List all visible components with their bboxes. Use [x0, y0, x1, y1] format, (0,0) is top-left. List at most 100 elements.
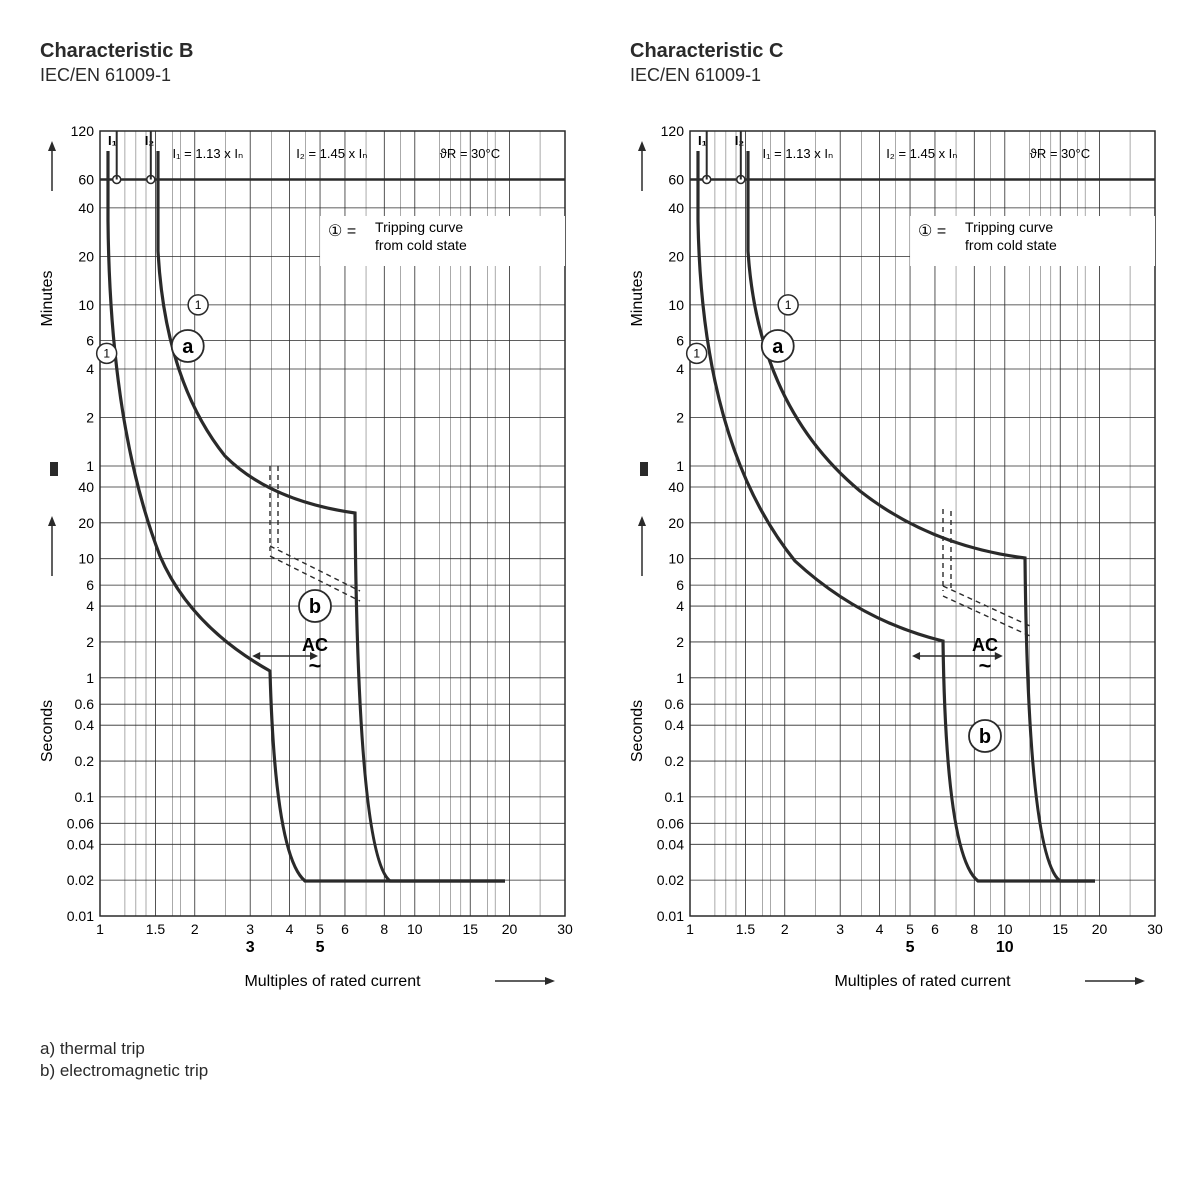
- svg-text:20: 20: [1092, 921, 1108, 937]
- svg-text:1: 1: [676, 458, 684, 474]
- svg-text:1: 1: [103, 346, 110, 360]
- svg-text:0.04: 0.04: [67, 836, 94, 852]
- svg-text:6: 6: [676, 333, 684, 349]
- svg-text:1: 1: [686, 921, 694, 937]
- svg-text:3: 3: [246, 921, 254, 937]
- svg-text:1: 1: [693, 346, 700, 360]
- svg-text:20: 20: [78, 515, 94, 531]
- svg-text:4: 4: [86, 361, 94, 377]
- svg-text:5: 5: [906, 921, 914, 937]
- chart-C: Characteristic C IEC/EN 61009-1 I₁I₂I₁ =…: [630, 40, 1170, 1021]
- svg-text:2: 2: [191, 921, 199, 937]
- note-b: b) electromagnetic trip: [40, 1061, 1160, 1081]
- svg-text:0.1: 0.1: [665, 789, 685, 805]
- svg-text:0.2: 0.2: [75, 753, 95, 769]
- svg-text:0.4: 0.4: [665, 717, 685, 733]
- svg-text:① =: ① =: [918, 223, 946, 240]
- svg-text:0.6: 0.6: [75, 696, 95, 712]
- svg-text:1: 1: [86, 458, 94, 474]
- svg-text:0.2: 0.2: [665, 753, 685, 769]
- svg-text:0.06: 0.06: [657, 815, 684, 831]
- svg-text:10: 10: [668, 551, 684, 567]
- svg-text:Multiples of rated current: Multiples of rated current: [244, 973, 421, 990]
- charts-row: Characteristic B IEC/EN 61009-1 I₁ I₂ I₁ =…: [40, 40, 1160, 1021]
- svg-text:I₂ = 1.45 x Iₙ: I₂ = 1.45 x Iₙ: [886, 146, 957, 161]
- svg-text:AC: AC: [302, 635, 328, 655]
- svg-text:Tripping curve: Tripping curve: [375, 219, 463, 235]
- svg-text:15: 15: [1052, 921, 1068, 937]
- svg-text:4: 4: [286, 921, 294, 937]
- svg-text:10: 10: [668, 297, 684, 313]
- chart-title: Characteristic B: [40, 40, 580, 63]
- svg-text:4: 4: [676, 361, 684, 377]
- svg-text:ϑR = 30°C: ϑR = 30°C: [440, 146, 500, 161]
- svg-text:10: 10: [996, 939, 1014, 956]
- svg-text:a: a: [182, 336, 194, 358]
- svg-text:0.02: 0.02: [657, 872, 684, 888]
- svg-text:Seconds: Seconds: [40, 700, 56, 762]
- note-a: a) thermal trip: [40, 1039, 1160, 1059]
- svg-text:20: 20: [78, 248, 94, 264]
- svg-text:120: 120: [661, 123, 685, 139]
- svg-text:0.1: 0.1: [75, 789, 95, 805]
- chart-subtitle: IEC/EN 61009-1: [630, 65, 1170, 86]
- svg-text:1: 1: [195, 298, 202, 312]
- svg-text:5: 5: [316, 939, 325, 956]
- svg-text:Tripping curve: Tripping curve: [965, 219, 1053, 235]
- svg-text:10: 10: [78, 297, 94, 313]
- svg-text:① =: ① =: [328, 223, 356, 240]
- svg-text:I₂: I₂: [145, 133, 155, 148]
- svg-text:60: 60: [78, 172, 94, 188]
- svg-text:6: 6: [676, 577, 684, 593]
- svg-text:8: 8: [970, 921, 978, 937]
- svg-text:1: 1: [96, 921, 104, 937]
- svg-text:a: a: [772, 336, 784, 358]
- svg-text:4: 4: [876, 921, 884, 937]
- svg-text:from cold state: from cold state: [965, 237, 1057, 253]
- svg-text:10: 10: [997, 921, 1013, 937]
- svg-text:2: 2: [86, 409, 94, 425]
- svg-text:I₁: I₁: [108, 133, 117, 148]
- svg-text:0.02: 0.02: [67, 872, 94, 888]
- svg-text:6: 6: [86, 577, 94, 593]
- svg-text:6: 6: [341, 921, 349, 937]
- svg-text:I₁: I₁: [698, 133, 707, 148]
- svg-text:30: 30: [1147, 921, 1163, 937]
- svg-text:0.04: 0.04: [657, 836, 684, 852]
- svg-text:5: 5: [316, 921, 324, 937]
- svg-text:6: 6: [931, 921, 939, 937]
- svg-text:30: 30: [557, 921, 573, 937]
- svg-text:3: 3: [836, 921, 844, 937]
- svg-text:ϑR = 30°C: ϑR = 30°C: [1030, 146, 1090, 161]
- svg-text:2: 2: [781, 921, 789, 937]
- svg-text:60: 60: [668, 172, 684, 188]
- svg-text:120: 120: [71, 123, 95, 139]
- chart-subtitle: IEC/EN 61009-1: [40, 65, 580, 86]
- svg-text:15: 15: [462, 921, 478, 937]
- svg-text:40: 40: [668, 200, 684, 216]
- svg-text:b: b: [309, 596, 321, 618]
- svg-text:2: 2: [86, 634, 94, 650]
- svg-text:from cold state: from cold state: [375, 237, 467, 253]
- svg-text:Multiples of rated current: Multiples of rated current: [834, 973, 1011, 990]
- svg-text:1.5: 1.5: [146, 921, 166, 937]
- svg-text:AC: AC: [972, 635, 998, 655]
- svg-text:2: 2: [676, 409, 684, 425]
- svg-text:40: 40: [78, 479, 94, 495]
- svg-text:0.6: 0.6: [665, 696, 685, 712]
- svg-text:I₁ = 1.13 x Iₙ: I₁ = 1.13 x Iₙ: [763, 146, 834, 161]
- chart-B: Characteristic B IEC/EN 61009-1 I₁I₂I₁ =…: [40, 40, 580, 1021]
- svg-text:4: 4: [676, 598, 684, 614]
- svg-text:40: 40: [78, 200, 94, 216]
- svg-text:20: 20: [668, 248, 684, 264]
- svg-text:b: b: [979, 726, 991, 748]
- svg-text:0.4: 0.4: [75, 717, 95, 733]
- svg-text:0.01: 0.01: [67, 908, 94, 924]
- svg-text:40: 40: [668, 479, 684, 495]
- svg-text:20: 20: [668, 515, 684, 531]
- svg-text:Minutes: Minutes: [40, 270, 56, 326]
- svg-text:8: 8: [380, 921, 388, 937]
- svg-text:2: 2: [676, 634, 684, 650]
- svg-text:0.06: 0.06: [67, 815, 94, 831]
- svg-text:I₂ = 1.45 x Iₙ: I₂ = 1.45 x Iₙ: [296, 146, 367, 161]
